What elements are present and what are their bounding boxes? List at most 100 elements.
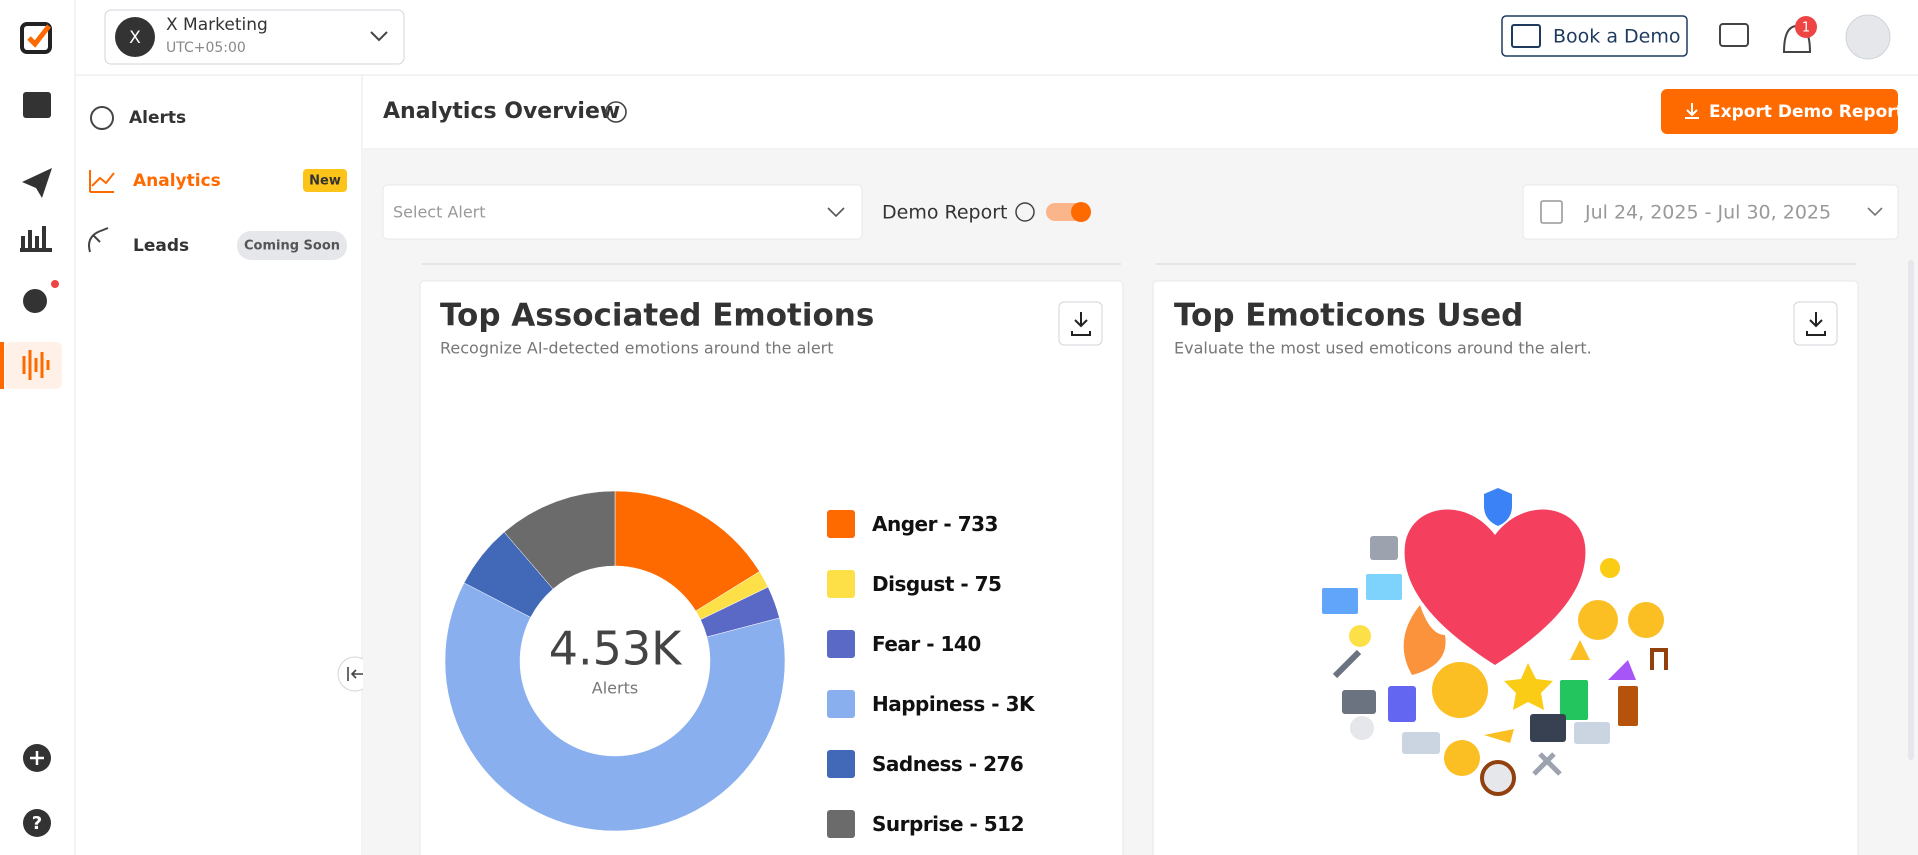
star: [1504, 663, 1553, 710]
chevron: [1867, 207, 1883, 217]
legend-swatch: [827, 810, 855, 838]
emoticon-cloud: [1322, 488, 1668, 796]
fire: [1403, 605, 1446, 675]
user-avatar[interactable]: [1845, 14, 1891, 60]
calendar-icon: [1540, 200, 1563, 224]
notification-badge: [1795, 16, 1817, 38]
collapse-icon: [347, 667, 364, 681]
chat-dot: [51, 280, 59, 288]
bulb: [1349, 625, 1371, 647]
help-button[interactable]: [23, 809, 51, 837]
date-picker[interactable]: [1522, 184, 1899, 240]
book-demo-label: Book a Demo: [1553, 26, 1680, 48]
emoji: [1444, 740, 1480, 776]
stats-icon[interactable]: [20, 226, 52, 252]
camera: [1342, 690, 1376, 714]
active-bg[interactable]: [5, 342, 62, 389]
tissue: [1350, 716, 1374, 740]
page-title: Analytics Overview: [383, 99, 620, 124]
legend-entry[interactable]: Anger733: [827, 494, 1034, 554]
rail: [0, 0, 75, 855]
card-title: Top Associated Emotions: [440, 298, 874, 334]
clock: [1480, 760, 1516, 796]
legend-swatch: [827, 510, 855, 538]
books: [1560, 680, 1588, 720]
alert-select[interactable]: [382, 184, 863, 240]
legend-label: Surprise: [872, 812, 984, 836]
legend-value: 75: [974, 572, 1002, 596]
ship: [1574, 722, 1610, 744]
chevron: [827, 207, 845, 218]
legend-label: Anger: [872, 512, 958, 536]
legend-entry[interactable]: Surprise512: [827, 794, 1034, 854]
chevron: [370, 31, 388, 42]
sidebar-item[interactable]: Alerts: [129, 108, 186, 128]
help-mark: ?: [32, 813, 42, 834]
active-marker: [0, 342, 4, 389]
help-icon[interactable]: [605, 101, 627, 123]
donut-chart: [444, 490, 786, 832]
legend-entry[interactable]: Happiness3K: [827, 674, 1035, 734]
download-icon: [1071, 312, 1091, 336]
export-button[interactable]: [1661, 89, 1898, 134]
workspace-timezone: UTC+05:00: [166, 40, 246, 56]
legend-label: Disgust: [872, 572, 975, 596]
tv: [1370, 536, 1398, 560]
party: [1608, 660, 1636, 680]
donut-slice[interactable]: [503, 490, 616, 590]
shield: [1484, 488, 1512, 526]
cabinet: [1618, 686, 1638, 726]
alerts-icon: [90, 106, 114, 130]
legend-value: 512: [983, 812, 1025, 836]
legend: Anger733Disgust75Fear140Happiness3KSadne…: [827, 494, 1035, 854]
card-title: Top Emoticons Used: [1174, 298, 1523, 334]
send-icon[interactable]: [22, 168, 52, 198]
notification-count: 1: [1802, 21, 1810, 36]
legend-value: 3K: [1005, 692, 1035, 716]
heart: [1404, 509, 1586, 665]
info-icon[interactable]: [1015, 202, 1035, 222]
legend-value: 140: [940, 632, 982, 656]
emoji: [1628, 602, 1664, 638]
hammer: [1332, 649, 1362, 679]
legend-swatch: [827, 570, 855, 598]
messages-icon[interactable]: [1719, 23, 1749, 47]
chat-icon[interactable]: [23, 289, 47, 313]
badge-text: Coming Soon: [244, 239, 340, 254]
logo[interactable]: [20, 22, 52, 54]
date-range: Jul 24, 2025 - Jul 30, 2025: [1584, 202, 1831, 224]
legend-swatch: [827, 690, 855, 718]
legend-value: 276: [983, 752, 1024, 776]
hand: [1484, 729, 1514, 743]
sidebar-item[interactable]: Leads: [133, 236, 189, 256]
add-plus: [30, 751, 44, 765]
monitor: [1322, 588, 1358, 614]
export-icon: [1685, 103, 1699, 119]
legend-value: 733: [957, 512, 999, 536]
projector: [1530, 714, 1566, 742]
workspace-name: X Marketing: [166, 15, 268, 35]
workspace-initial: X: [129, 28, 141, 48]
ship: [1402, 732, 1440, 754]
legend-entry[interactable]: Disgust75: [827, 554, 1034, 614]
legend-entry[interactable]: Fear140: [827, 614, 1034, 674]
calculator: [1388, 686, 1416, 722]
tools: [1532, 752, 1562, 776]
calendar-icon[interactable]: [23, 92, 51, 118]
book-demo-button[interactable]: [1501, 15, 1688, 57]
center-caption: Alerts: [592, 679, 638, 698]
scrollbar[interactable]: [1908, 260, 1914, 760]
emoji: [1578, 600, 1618, 640]
card-subtitle: Recognize AI-detected emotions around th…: [440, 339, 834, 358]
sidebar-item[interactable]: Analytics: [133, 171, 221, 191]
workspace-selector[interactable]: [104, 9, 405, 65]
legend-swatch: [827, 630, 855, 658]
demo-icon: [1511, 24, 1541, 48]
praying-hands: [1570, 640, 1590, 660]
legend-label: Happiness: [872, 692, 1006, 716]
chair: [1650, 648, 1668, 670]
legend-entry[interactable]: Sadness276: [827, 734, 1034, 794]
donut-slice[interactable]: [444, 582, 786, 832]
